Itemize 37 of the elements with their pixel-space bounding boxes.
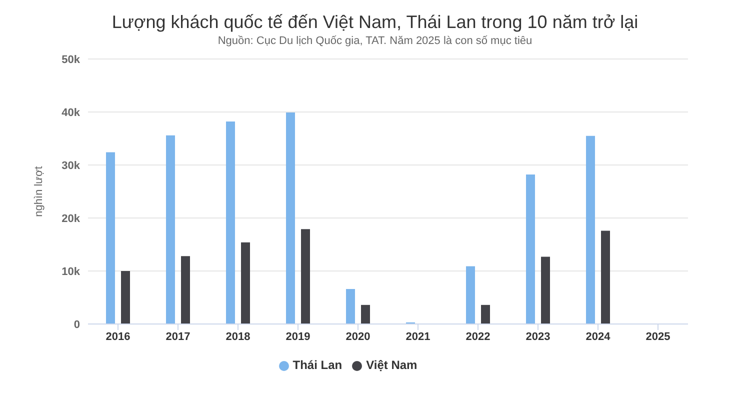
x-tick-label: 2022 [466,330,490,343]
bar [166,135,175,324]
bar [121,271,130,324]
bar [361,304,370,324]
x-tick-label: 2018 [226,330,250,343]
y-tick-label: 10k [62,266,81,278]
bar [586,136,595,324]
x-tick-label: 2025 [646,330,670,343]
bar [106,152,115,324]
y-tick-label: 50k [62,54,81,66]
bar [226,122,235,324]
chart-subtitle: Nguồn: Cục Du lịch Quốc gia, TAT. Năm 2025 là con số mục tiêu [216,35,534,47]
bar [241,242,250,324]
y-tick-label: 40k [62,106,81,119]
x-tick-label: 2021 [406,330,430,343]
y-tick-label: 30k [62,160,81,172]
y-tick-label: 20k [62,212,81,225]
bar [301,229,310,324]
x-tick-label: 2016 [106,330,130,343]
bar [181,256,190,324]
y-axis-title: nghìn lượt [32,166,45,217]
legend-label: Thái Lan [292,358,342,372]
bar [481,304,490,324]
legend-label: Việt Nam [366,358,418,372]
x-tick-label: 2019 [286,330,310,343]
x-tick-label: 2017 [166,330,190,343]
x-tick-label: 2024 [586,330,612,343]
bar [466,266,475,324]
bar [601,230,610,324]
chart-title: Lượng khách quốc tế đến Việt Nam, Thái Lan trong 10 năm trở lại [110,12,640,33]
y-tick-label: 0 [74,318,80,331]
bar [526,174,535,324]
bar [286,112,295,324]
x-tick-label: 2023 [526,330,550,343]
bar [541,256,550,324]
bar [346,289,355,324]
x-tick-label: 2020 [346,330,370,343]
